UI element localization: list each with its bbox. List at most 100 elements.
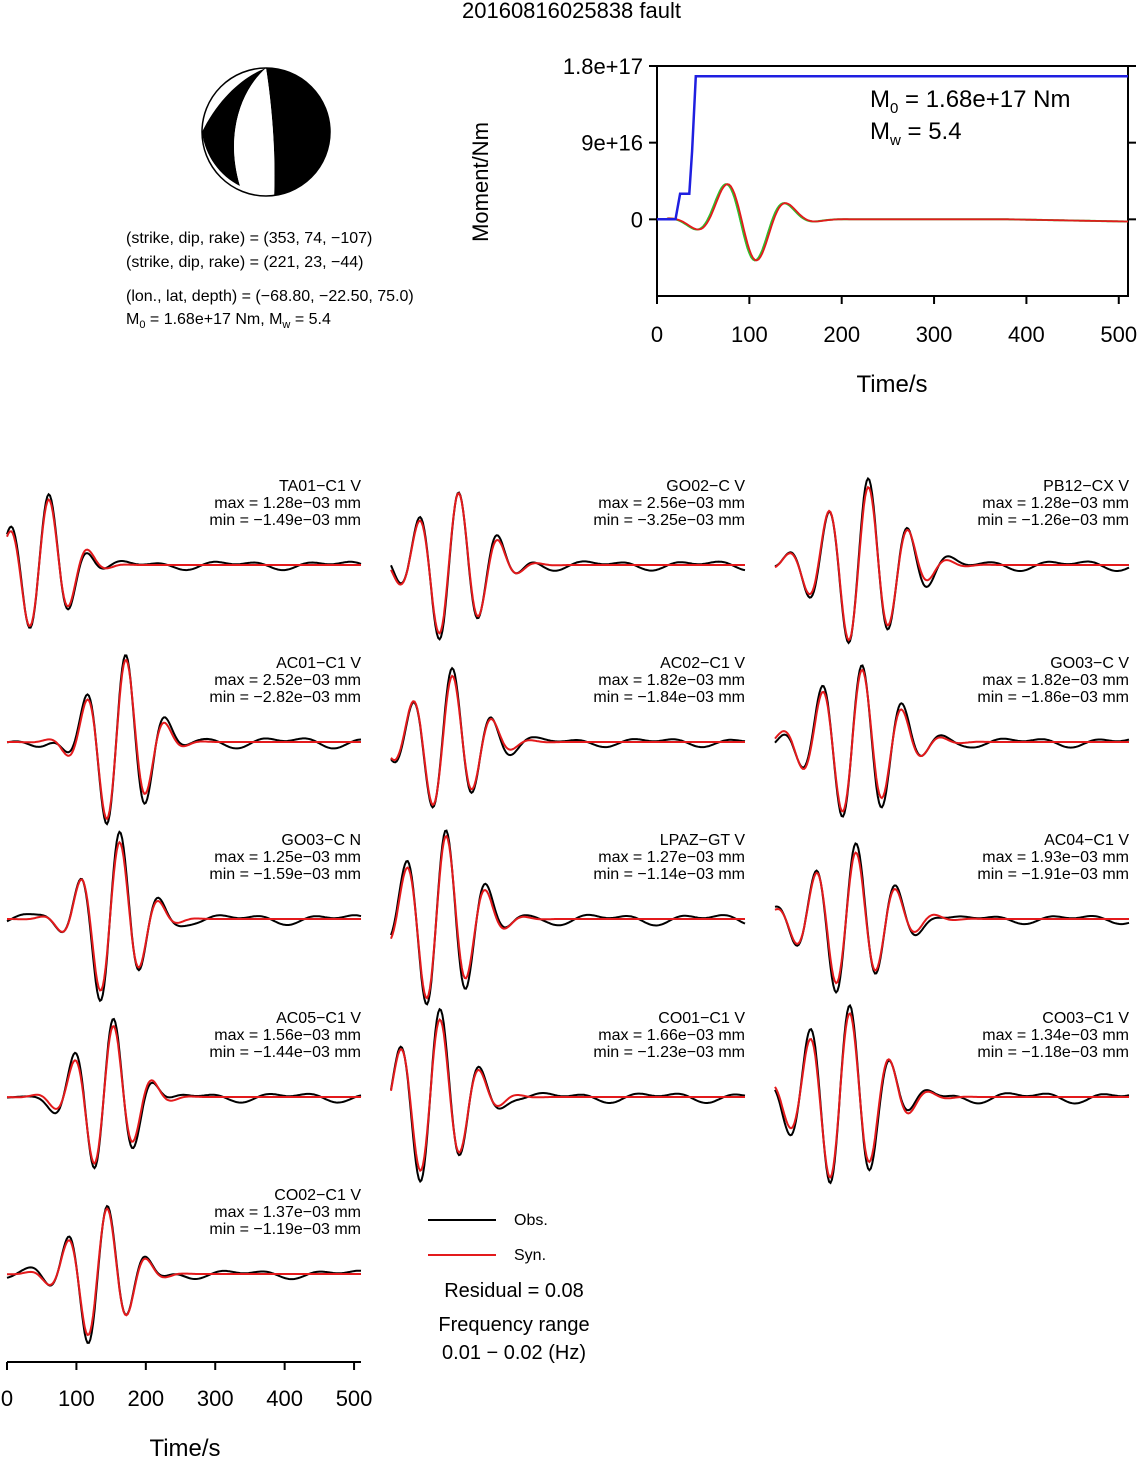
mw-subscript: w <box>282 319 291 331</box>
moment-ylabel: Moment/Nm <box>468 122 493 242</box>
station-name: GO03−C N <box>281 832 361 849</box>
moment-waveform-green <box>657 183 1128 262</box>
residual-label: Residual = 0.08 <box>444 1280 584 1302</box>
moment-chart: 0 9e+16 1.8e+17 0 100 200 300 400 500 Moment/Nm… <box>468 54 1137 398</box>
station-max: max = 1.37e−03 mm <box>214 1204 361 1221</box>
m0-value: = 1.68e+17 Nm, M <box>145 311 283 328</box>
waveform-syn <box>390 492 745 635</box>
waveform-xtick-label: 100 <box>58 1386 95 1411</box>
station-max: max = 1.82e−03 mm <box>982 672 1129 689</box>
m0-subscript: 0 <box>139 319 146 331</box>
annot-m0-prefix: M <box>870 86 890 113</box>
waveform-xlabel: Time/s <box>149 1435 220 1458</box>
waveform-syn <box>6 498 361 628</box>
moment-waveform-syn <box>657 183 1128 262</box>
legend-obs-label: Obs. <box>514 1212 548 1229</box>
station-name: GO02−C V <box>666 478 745 495</box>
moment-xtick-label: 300 <box>916 322 953 347</box>
figure-title: 20160816025838 fault <box>462 0 681 23</box>
waveform-syn <box>774 668 1129 813</box>
station-max: max = 1.66e−03 mm <box>598 1027 745 1044</box>
annot-mw-prefix: M <box>870 118 890 145</box>
beachball-compressional-west <box>202 68 266 186</box>
source-moment: M0 = 1.68e+17 Nm, Mw = 5.4 <box>126 311 331 331</box>
waveform-xtick-label: 200 <box>127 1386 164 1411</box>
station-min: min = −1.86e−03 mm <box>977 689 1129 706</box>
station-min: min = −1.59e−03 mm <box>209 866 361 883</box>
moment-xtick-label: 500 <box>1100 322 1137 347</box>
station-name: GO03−C V <box>1050 655 1129 672</box>
waveform-obs <box>390 666 746 809</box>
moment-ytick-label: 1.8e+17 <box>563 54 643 79</box>
moment-function-line <box>657 74 1128 221</box>
station-name: AC01−C1 V <box>276 655 361 672</box>
station-min: min = −3.25e−03 mm <box>593 512 745 529</box>
station-max: max = 1.25e−03 mm <box>214 849 361 866</box>
waveform-syn <box>774 851 1129 985</box>
waveform-xtick-label: 300 <box>197 1386 234 1411</box>
source-location: (lon., lat, depth) = (−68.80, −22.50, 75… <box>126 288 414 305</box>
waveform-xtick-label: 500 <box>336 1386 373 1411</box>
station-max: max = 2.56e−03 mm <box>598 495 745 512</box>
station-name: CO02−C1 V <box>274 1187 361 1204</box>
station-max: max = 1.27e−03 mm <box>598 849 745 866</box>
frequency-range: 0.01 − 0.02 (Hz) <box>442 1342 586 1364</box>
moment-chart-frame <box>656 65 1129 297</box>
station-name: AC02−C1 V <box>660 655 745 672</box>
station-min: min = −1.14e−03 mm <box>593 866 745 883</box>
waveform-syn <box>390 674 745 807</box>
waveform-xtick-label: 0 <box>1 1386 13 1411</box>
station-max: max = 1.28e−03 mm <box>982 495 1129 512</box>
station-min: min = −1.19e−03 mm <box>209 1221 361 1238</box>
station-min: min = −1.18e−03 mm <box>977 1044 1129 1061</box>
legend-syn-label: Syn. <box>514 1247 547 1264</box>
waveform-syn <box>7 840 361 992</box>
station-min: min = −1.91e−03 mm <box>977 866 1129 883</box>
station-min: min = −1.44e−03 mm <box>209 1044 361 1061</box>
station-name: AC05−C1 V <box>276 1010 361 1027</box>
waveform-syn <box>390 1018 745 1173</box>
moment-ytick-label: 9e+16 <box>581 131 643 156</box>
station-name: CO03−C1 V <box>1042 1010 1129 1027</box>
nodal-plane-2: (strike, dip, rake) = (221, 23, −44) <box>126 254 364 271</box>
station-name: CO01−C1 V <box>658 1010 745 1027</box>
moment-xtick-label: 400 <box>1008 322 1045 347</box>
moment-waveform-obs <box>657 183 1128 262</box>
waveform-panels: 0 100 200 300 400 500 Time/s <box>1 476 1130 1458</box>
station-max: max = 2.52e−03 mm <box>214 672 361 689</box>
waveform-obs <box>7 1017 362 1170</box>
station-min: min = −2.82e−03 mm <box>209 689 361 706</box>
station-max: max = 1.28e−03 mm <box>214 495 361 512</box>
waveform-xaxis: 0 100 200 300 400 500 <box>1 1361 373 1411</box>
mw-value: = 5.4 <box>290 311 331 328</box>
station-min: min = −1.26e−03 mm <box>977 512 1129 529</box>
waveform-obs <box>6 830 362 1003</box>
waveform-xtick-label: 400 <box>266 1386 303 1411</box>
moment-ytick-label: 0 <box>631 207 643 232</box>
station-max: max = 1.93e−03 mm <box>982 849 1129 866</box>
annot-mw-subscript: w <box>890 132 901 149</box>
waveform-obs <box>774 1003 1130 1185</box>
annot-m0-subscript: 0 <box>890 100 899 117</box>
annot-m0-value: = 1.68e+17 Nm <box>898 86 1071 113</box>
waveform-syn <box>774 1011 1129 1179</box>
moment-xtick-label: 0 <box>651 322 663 347</box>
moment-xlabel: Time/s <box>856 371 927 398</box>
moment-annotation-m0: M0 = 1.68e+17 Nm <box>870 86 1071 117</box>
waveform-syn <box>774 485 1129 642</box>
beachball-dilatational-west <box>234 68 275 196</box>
station-min: min = −1.23e−03 mm <box>593 1044 745 1061</box>
m0-prefix: M <box>126 311 140 328</box>
waveform-obs <box>6 654 362 826</box>
moment-xtick-label: 100 <box>731 322 768 347</box>
station-min: min = −1.84e−03 mm <box>593 689 745 706</box>
waveform-syn <box>7 658 361 821</box>
moment-xtick-label: 200 <box>823 322 860 347</box>
frequency-title: Frequency range <box>438 1314 590 1336</box>
